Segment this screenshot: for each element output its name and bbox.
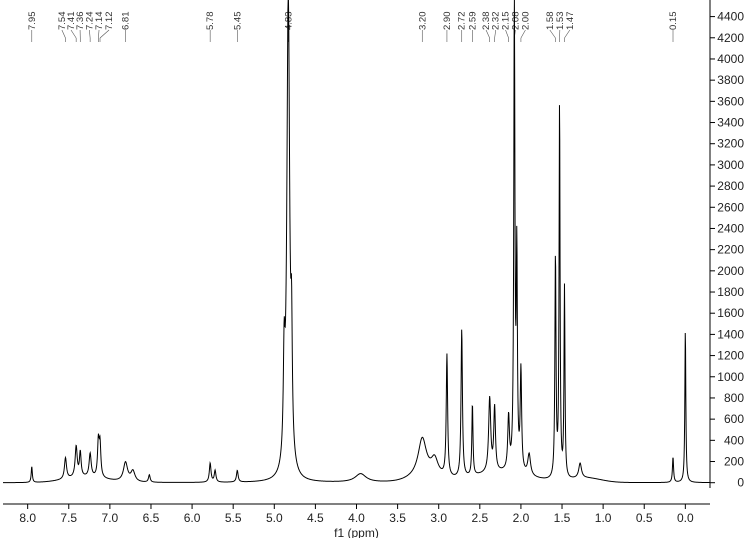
peak-label: 6.81 bbox=[120, 12, 131, 31]
x-axis-title: f1 (ppm) bbox=[334, 526, 379, 538]
peak-label: 7.54 bbox=[57, 12, 68, 31]
peak-leader bbox=[99, 29, 110, 39]
y-tick-label: 3800 bbox=[717, 73, 744, 87]
y-tick-label: 4200 bbox=[717, 31, 744, 45]
x-tick-label: 4.0 bbox=[348, 511, 365, 525]
y-tick-label: 2800 bbox=[717, 179, 744, 193]
peak-leader bbox=[505, 29, 509, 39]
peak-label: 1.53 bbox=[555, 12, 566, 31]
peak-label: 5.45 bbox=[232, 12, 243, 31]
y-tick-label: 2200 bbox=[717, 243, 744, 257]
x-tick-label: 7.5 bbox=[60, 511, 77, 525]
peak-label: 7.41 bbox=[66, 12, 77, 31]
x-tick-label: 5.5 bbox=[225, 511, 242, 525]
x-tick-label: 6.0 bbox=[184, 511, 201, 525]
peak-leader bbox=[564, 29, 571, 39]
x-tick-label: 6.5 bbox=[143, 511, 160, 525]
x-tick-label: 4.5 bbox=[307, 511, 324, 525]
x-tick-label: 3.0 bbox=[430, 511, 447, 525]
y-tick-label: 2600 bbox=[717, 200, 744, 214]
peak-leader bbox=[98, 29, 100, 39]
peak-label: 0.15 bbox=[668, 12, 679, 31]
peak-label: 2.90 bbox=[442, 12, 453, 31]
peak-label: 2.15 bbox=[501, 12, 512, 31]
y-tick-label: 4400 bbox=[717, 10, 744, 24]
y-axis: 0 200 400 600 800 1000 1200 1400 1600 1800 2000 220… bbox=[709, 0, 744, 490]
peak-label: 2.00 bbox=[520, 12, 531, 31]
x-tick-label: 1.0 bbox=[595, 511, 612, 525]
peak-label: 5.78 bbox=[205, 12, 216, 31]
peak-label: 2.72 bbox=[457, 12, 468, 31]
peak-label: 2.38 bbox=[481, 12, 492, 31]
peak-leader bbox=[520, 29, 526, 39]
x-axis: 8.0 7.5 7.0 6.5 6.0 5.5 5.0 4.5 4.0 3.5 3.0 2.5 2.0 1… bbox=[3, 503, 710, 525]
peak-leader bbox=[549, 29, 556, 39]
spectrum-plot-area bbox=[3, 0, 710, 484]
x-tick-label: 7.0 bbox=[102, 511, 119, 525]
y-tick-label: 400 bbox=[724, 433, 744, 447]
peak-label: 7.36 bbox=[75, 12, 86, 31]
x-tick-label: 1.5 bbox=[554, 511, 571, 525]
y-tick-label: 600 bbox=[724, 412, 744, 426]
y-tick-label: 2000 bbox=[717, 264, 744, 278]
y-tick-label: 3400 bbox=[717, 116, 744, 130]
peak-leader bbox=[89, 29, 91, 39]
spectrum-line bbox=[3, 0, 710, 484]
peak-label: 7.24 bbox=[84, 12, 95, 31]
y-tick-label: 1800 bbox=[717, 285, 744, 299]
peak-leader bbox=[70, 29, 77, 39]
y-tick-label: 0 bbox=[737, 476, 744, 490]
peak-leader bbox=[61, 29, 66, 39]
y-tick-label: 3600 bbox=[717, 94, 744, 108]
y-tick-label: 1600 bbox=[717, 306, 744, 320]
peak-label: 7.12 bbox=[104, 12, 115, 30]
peak-label: 2.59 bbox=[467, 12, 478, 31]
y-tick-label: 2400 bbox=[717, 221, 744, 235]
peak-label-group: 7.95 7.547.417.367.247.14 7.12 6.81 5.78 5.45… bbox=[27, 12, 679, 42]
peak-label: 1.47 bbox=[565, 12, 576, 31]
y-tick-label: 800 bbox=[724, 391, 744, 405]
peak-label: 2.08 bbox=[510, 12, 521, 31]
peak-label: 7.14 bbox=[94, 12, 105, 31]
peak-label: 3.20 bbox=[417, 12, 428, 31]
x-tick-label: 2.5 bbox=[471, 511, 488, 525]
y-tick-label: 4000 bbox=[717, 52, 744, 66]
peak-label: 7.95 bbox=[27, 12, 38, 31]
peak-label: 1.58 bbox=[545, 12, 556, 31]
x-tick-label: 0.0 bbox=[677, 511, 694, 525]
peak-label: 2.32 bbox=[491, 12, 502, 31]
x-tick-label: 8.0 bbox=[19, 511, 36, 525]
y-tick-label: 1200 bbox=[717, 349, 744, 363]
x-tick-label: 5.0 bbox=[266, 511, 283, 525]
y-tick-label: 1400 bbox=[717, 327, 744, 341]
y-tick-label: 3000 bbox=[717, 158, 744, 172]
y-tick-label: 3200 bbox=[717, 137, 744, 151]
x-tick-label: 3.5 bbox=[389, 511, 406, 525]
peak-leader bbox=[485, 29, 490, 39]
y-tick-label: 200 bbox=[724, 455, 744, 469]
x-tick-label: 2.0 bbox=[513, 511, 530, 525]
y-tick-label: 1000 bbox=[717, 370, 744, 384]
x-tick-label: 0.5 bbox=[636, 511, 653, 525]
peak-leader bbox=[494, 29, 497, 39]
